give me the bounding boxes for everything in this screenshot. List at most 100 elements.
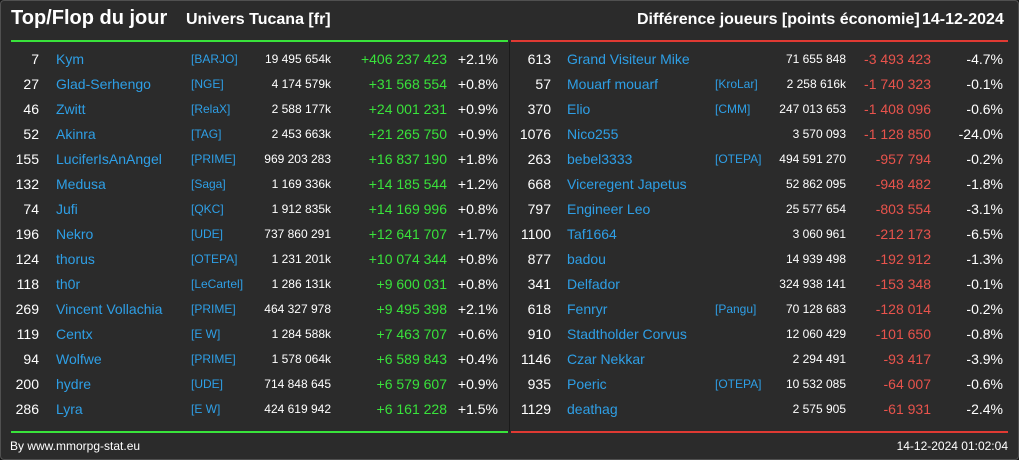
percent-change: +0.4%: [457, 351, 498, 367]
player-rank: 57: [535, 76, 551, 92]
footer-source[interactable]: By www.mmorpg-stat.eu: [10, 439, 141, 453]
top-row: 200 hydre [UDE] 714 848 645 +6 579 607 +0.9%: [0, 372, 1019, 397]
player-rank: 910: [527, 326, 551, 342]
player-name-link[interactable]: Glad-Serhengo: [56, 76, 151, 92]
alliance-tag[interactable]: [LeCartel]: [191, 277, 244, 291]
player-name-link[interactable]: Engineer Leo: [567, 201, 651, 217]
alliance-tag[interactable]: [PRIME]: [191, 152, 236, 166]
points-difference: -1 408 096: [864, 101, 931, 117]
player-name-link[interactable]: Fenryr: [567, 301, 608, 317]
points-difference: -948 482: [875, 176, 931, 192]
player-name-link[interactable]: Stadtholder Corvus: [567, 326, 687, 342]
alliance-tag[interactable]: [PRIME]: [191, 352, 236, 366]
footer-timestamp: 14-12-2024 01:02:04: [896, 439, 1008, 453]
percent-change: +0.6%: [457, 326, 498, 342]
percent-change: -0.6%: [966, 376, 1003, 392]
player-points: 3 060 961: [792, 227, 846, 241]
top-row: 27 Glad-Serhengo [NGE] 4 174 579k +31 568 55…: [0, 72, 1019, 97]
difference-label: Différence joueurs [points économie]: [637, 11, 920, 28]
points-difference: +24 001 231: [368, 101, 447, 117]
player-name-link[interactable]: badou: [567, 251, 606, 267]
points-difference: -1 740 323: [864, 76, 931, 92]
player-name-link[interactable]: Viceregent Japetus: [567, 176, 687, 192]
player-name-link[interactable]: Medusa: [56, 176, 106, 192]
player-rank: 196: [15, 226, 39, 242]
points-difference: -153 348: [875, 276, 931, 292]
player-name-link[interactable]: hydre: [56, 376, 92, 392]
player-rank: 1129: [520, 401, 551, 417]
points-difference: +9 600 031: [376, 276, 447, 292]
alliance-tag[interactable]: [UDE]: [191, 227, 224, 241]
player-rank: 618: [527, 301, 551, 317]
player-name-link[interactable]: Mouarf mouarf: [567, 76, 659, 92]
alliance-tag[interactable]: [UDE]: [191, 377, 224, 391]
points-difference: +9 495 398: [376, 301, 447, 317]
flop-row: 263 bebel3333 [OTEPA] 494 591 270 -957 794 -0…: [0, 147, 1019, 172]
alliance-tag[interactable]: [PRIME]: [191, 302, 236, 316]
flop-row: 618 Fenryr [Pangu] 70 128 683 -128 014 -0.2%: [0, 297, 1019, 322]
alliance-tag[interactable]: [QKC]: [191, 202, 224, 216]
flop-row: 668 Viceregent Japetus 52 862 095 -948 482 -…: [0, 172, 1019, 197]
player-name-link[interactable]: bebel3333: [567, 151, 633, 167]
player-points: 70 128 683: [785, 302, 846, 316]
points-difference: +6 161 228: [376, 401, 447, 417]
player-points: 324 938 141: [779, 277, 846, 291]
player-name-link[interactable]: thorus: [56, 251, 95, 267]
player-points: 2 453 663k: [271, 127, 331, 141]
player-rank: 797: [527, 201, 551, 217]
alliance-tag[interactable]: [KroLar]: [715, 77, 758, 91]
percent-change: +2.1%: [457, 51, 498, 67]
top-row: 7 Kym [BARJO] 19 495 654k +406 237 423 +2.1%: [0, 47, 1019, 72]
flop-row: 935 Poeric [OTEPA] 10 532 085 -64 007 -0.6%: [0, 372, 1019, 397]
player-name-link[interactable]: Vincent Vollachia: [56, 301, 163, 317]
player-points: 247 013 653: [779, 102, 846, 116]
player-name-link[interactable]: Wolfwe: [56, 351, 102, 367]
percent-change: -0.6%: [966, 101, 1003, 117]
alliance-tag[interactable]: [TAG]: [191, 127, 222, 141]
alliance-tag[interactable]: [E W]: [191, 327, 221, 341]
percent-change: -0.2%: [966, 151, 1003, 167]
alliance-tag[interactable]: [NGE]: [191, 77, 224, 91]
player-name-link[interactable]: Akinra: [56, 126, 96, 142]
percent-change: -6.5%: [966, 226, 1003, 242]
player-name-link[interactable]: LuciferIsAnAngel: [56, 151, 162, 167]
alliance-tag[interactable]: [OTEPA]: [191, 252, 238, 266]
player-rank: 119: [16, 326, 39, 342]
percent-change: +1.7%: [457, 226, 498, 242]
player-name-link[interactable]: Elio: [567, 101, 591, 117]
player-name-link[interactable]: Taf1664: [567, 226, 617, 242]
player-rank: 1076: [519, 126, 551, 142]
alliance-tag[interactable]: [OTEPA]: [715, 377, 762, 391]
player-name-link[interactable]: Centx: [56, 326, 93, 342]
player-points: 1 578 064k: [271, 352, 331, 366]
alliance-tag[interactable]: [OTEPA]: [715, 152, 762, 166]
player-rank: 7: [31, 51, 39, 67]
points-difference: -61 931: [883, 401, 931, 417]
alliance-tag[interactable]: [Saga]: [191, 177, 226, 191]
alliance-tag[interactable]: [E W]: [191, 402, 221, 416]
player-name-link[interactable]: Zwitt: [56, 101, 86, 117]
points-difference: -128 014: [875, 301, 931, 317]
player-name-link[interactable]: Czar Nekkar: [567, 351, 645, 367]
player-name-link[interactable]: Nekro: [56, 226, 94, 242]
alliance-tag[interactable]: [RelaX]: [191, 102, 231, 116]
player-points: 4 174 579k: [271, 77, 331, 91]
player-name-link[interactable]: Kym: [56, 51, 84, 67]
player-name-link[interactable]: Delfador: [567, 276, 620, 292]
player-name-link[interactable]: deathag: [567, 401, 618, 417]
column-divider: [509, 42, 510, 431]
player-name-link[interactable]: Lyra: [56, 401, 83, 417]
alliance-tag[interactable]: [CMM]: [715, 102, 751, 116]
alliance-tag[interactable]: [BARJO]: [191, 52, 238, 66]
player-name-link[interactable]: Poeric: [567, 376, 607, 392]
alliance-tag[interactable]: [Pangu]: [715, 302, 757, 316]
player-name-link[interactable]: th0r: [56, 276, 81, 292]
player-name-link[interactable]: Jufi: [56, 201, 78, 217]
player-points: 71 655 848: [785, 52, 846, 66]
percent-change: -4.7%: [966, 51, 1003, 67]
percent-change: -0.2%: [966, 301, 1003, 317]
player-points: 714 848 645: [264, 377, 331, 391]
percent-change: -0.1%: [966, 276, 1003, 292]
player-name-link[interactable]: Grand Visiteur Mike: [567, 51, 690, 67]
player-name-link[interactable]: Nico255: [567, 126, 619, 142]
